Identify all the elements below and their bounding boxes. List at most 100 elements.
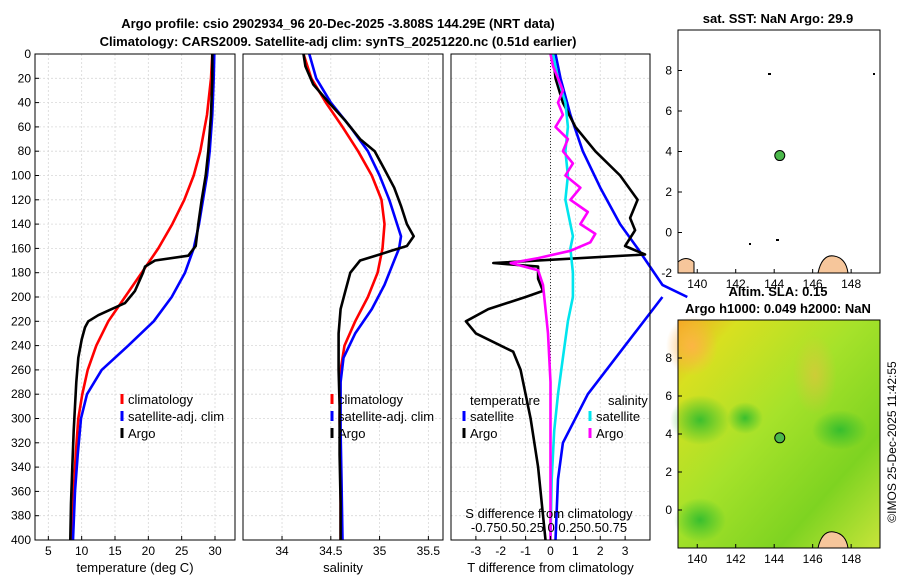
sla-map-argo-marker: [774, 432, 786, 444]
sst-map-title: sat. SST: NaN Argo: 29.9: [703, 11, 854, 26]
x-tick-label: 1: [572, 544, 579, 558]
y-tick-label: 200: [11, 290, 31, 304]
sst-map-panel: 140 142 144 146 148 -2 0 2 4 6 8: [661, 29, 881, 292]
sst-map-ticks: 140 142 144 146 148 -2 0 2 4 6 8: [661, 64, 861, 292]
map-x-tick-label: 140: [687, 552, 707, 566]
y-tick-label: 60: [18, 120, 32, 134]
x-tick-label: -1: [520, 544, 531, 558]
x-tick-label: 3: [622, 544, 629, 558]
series-line-satellite-adj-clim: [71, 53, 216, 541]
y-tick-label: 20: [18, 71, 32, 85]
y-tick-label: 300: [11, 412, 31, 426]
legend-label: Argo: [128, 426, 155, 441]
x-tick-label: 10: [75, 544, 89, 558]
map-x-tick-label: 146: [803, 277, 823, 291]
sla-map-coastline: [817, 531, 849, 549]
y-tick-label: 0: [24, 47, 31, 61]
map-x-tick-label: 144: [764, 552, 784, 566]
header-title-line2: Climatology: CARS2009. Satellite-adj cli…: [100, 34, 577, 49]
difference-panel: -3 -2 -1 0 1 2 3 T difference from climatology t…: [450, 53, 688, 575]
y-tick-label: 360: [11, 484, 31, 498]
y-tick-label: 320: [11, 436, 31, 450]
legend-label: Argo: [338, 426, 365, 441]
legend-label: Argo: [596, 426, 623, 441]
legend-label: satellite: [596, 409, 640, 424]
y-tick-label: 100: [11, 169, 31, 183]
y-tick-label: 180: [11, 266, 31, 280]
series-line-argo: [302, 53, 416, 540]
sla-map-title-line1: Altim. SLA: 0.15: [729, 284, 828, 299]
map-y-tick-label: 8: [665, 351, 672, 365]
series-line-t-satellite-deep-: [554, 296, 664, 541]
y-tick-label: 400: [11, 533, 31, 547]
sla-map-high-anomaly: [793, 335, 837, 415]
map-x-tick-label: 146: [803, 552, 823, 566]
x-tick-label: 2: [597, 544, 604, 558]
map-y-tick-label: 4: [665, 145, 672, 159]
x-axis-label: salinity: [323, 560, 363, 575]
header-title-line1: Argo profile: csio 2902934_96 20-Dec-202…: [121, 16, 555, 31]
legend-title-temperature: temperature: [470, 393, 540, 408]
series-line-t-satellite: [554, 53, 688, 299]
secondary-axis-ticklabels: -0.750.50.25 0 0.250.50.75: [471, 520, 627, 535]
x-tick-label: 5: [45, 544, 52, 558]
y-tick-label: 220: [11, 314, 31, 328]
x-tick-label: 34.5: [319, 544, 343, 558]
sla-map-title-line2: Argo h1000: 0.049 h2000: NaN: [685, 301, 871, 316]
secondary-axis-label: S difference from climatology: [465, 506, 633, 521]
sst-map-island: [768, 73, 771, 75]
x-axis-label: temperature (deg C): [76, 560, 193, 575]
legend-label: satellite-adj. clim: [128, 409, 224, 424]
y-tick-label: 80: [18, 144, 32, 158]
sla-map-low-anomaly: [812, 410, 868, 450]
sst-map-coastline: [677, 258, 695, 274]
legend-label: satellite-adj. clim: [338, 409, 434, 424]
x-tick-label: 34: [275, 544, 289, 558]
sla-map-panel: 140 142 144 146 148 0 2 4 6 8: [665, 316, 881, 566]
map-y-tick-label: 8: [665, 64, 672, 78]
x-tick-label: -3: [471, 544, 482, 558]
sla-map-high-anomaly: [666, 316, 718, 376]
legend-title-salinity: salinity: [608, 393, 648, 408]
x-tick-label: 25: [175, 544, 189, 558]
series-line-argo: [69, 54, 214, 541]
map-y-tick-label: 2: [665, 465, 672, 479]
legend-label: climatology: [128, 392, 194, 407]
y-tick-label: 340: [11, 460, 31, 474]
series-line-climatology: [71, 53, 214, 541]
y-tick-label: 240: [11, 339, 31, 353]
sla-map-low-anomaly: [727, 402, 763, 434]
x-tick-label: -2: [495, 544, 506, 558]
y-tick-label: 140: [11, 217, 31, 231]
map-y-tick-label: 2: [665, 185, 672, 199]
y-tick-label: 40: [18, 96, 32, 110]
map-x-tick-label: 142: [726, 552, 746, 566]
map-y-tick-label: 0: [665, 503, 672, 517]
x-tick-label: 15: [108, 544, 122, 558]
series-line-s-argo: [509, 53, 597, 540]
map-x-tick-label: 140: [687, 277, 707, 291]
map-y-tick-label: 6: [665, 104, 672, 118]
y-tick-label: 280: [11, 387, 31, 401]
x-axis-label: T difference from climatology: [467, 560, 634, 575]
map-y-tick-label: 6: [665, 389, 672, 403]
sst-map-argo-marker: [774, 150, 786, 162]
x-tick-label: 35.5: [417, 544, 441, 558]
sst-map-island: [776, 239, 779, 241]
map-y-tick-label: 4: [665, 427, 672, 441]
x-tick-label: 30: [208, 544, 222, 558]
y-tick-label: 380: [11, 509, 31, 523]
sst-map-island: [749, 243, 751, 245]
legend-label: Argo: [470, 426, 497, 441]
temperature-panel: 5 10 15 20 25 30 temperature (deg C) 0 20 40 60 80 1…: [11, 47, 236, 575]
sla-map-low-anomaly: [674, 498, 726, 542]
sst-map-coastline: [817, 255, 849, 274]
sla-map-low-anomaly: [670, 395, 730, 445]
map-y-tick-label: -2: [661, 266, 672, 280]
map-x-tick-label: 148: [841, 552, 861, 566]
imos-watermark: ©IMOS 25-Dec-2025 11:42:55: [885, 361, 899, 523]
sla-map-ticks: 140 142 144 146 148 0 2 4 6 8: [665, 351, 861, 566]
legend-label: climatology: [338, 392, 404, 407]
series-line-s-satellite: [549, 53, 575, 541]
